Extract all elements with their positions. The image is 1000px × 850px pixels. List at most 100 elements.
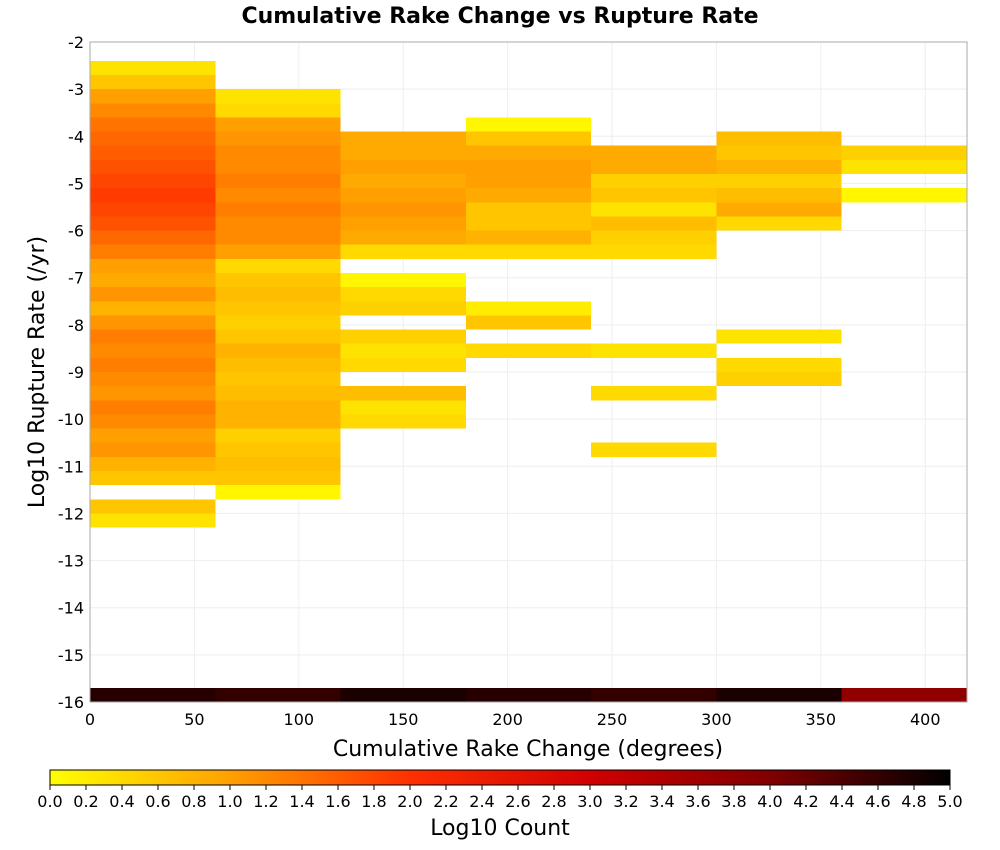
- colorbar-tick-label: 1.4: [289, 792, 314, 811]
- heatmap-cell: [215, 357, 341, 372]
- heatmap-cell: [215, 117, 341, 132]
- x-tick-label: 400: [910, 710, 941, 729]
- colorbar-tick-label: 3.6: [685, 792, 710, 811]
- heatmap-cell: [90, 513, 216, 528]
- colorbar-tick-label: 1.8: [361, 792, 386, 811]
- heatmap-cell: [215, 315, 341, 330]
- heatmap-cell: [215, 414, 341, 429]
- heatmap-cell: [90, 159, 216, 174]
- heatmap-cell: [465, 343, 592, 358]
- heatmap-cell: [465, 230, 592, 245]
- heatmap-cell: [90, 301, 216, 316]
- heatmap-cell: [465, 687, 592, 702]
- heatmap-cell: [841, 145, 967, 160]
- heatmap-cell: [90, 428, 216, 443]
- heatmap-cell: [215, 244, 341, 259]
- heatmap-cell: [340, 131, 466, 146]
- heatmap-cell: [215, 400, 341, 415]
- heatmap-cell: [90, 357, 216, 372]
- y-tick-label: -10: [58, 410, 84, 429]
- heatmap-cell: [215, 145, 341, 160]
- heatmap-cell: [90, 372, 216, 387]
- colorbar-tick-label: 0.8: [181, 792, 206, 811]
- heatmap-cell: [716, 159, 842, 174]
- heatmap-cell: [340, 357, 466, 372]
- x-tick-label: 200: [492, 710, 523, 729]
- heatmap-cell: [340, 386, 466, 401]
- heatmap-cell: [465, 117, 592, 132]
- heatmap-cell: [340, 159, 466, 174]
- colorbar-tick-label: 2.6: [505, 792, 530, 811]
- colorbar-tick-label: 4.4: [829, 792, 854, 811]
- heatmap-cell: [90, 343, 216, 358]
- heatmap-cell: [591, 216, 717, 231]
- y-tick-label: -11: [58, 457, 84, 476]
- y-axis-label: Log10 Rupture Rate (/yr): [25, 236, 50, 508]
- heatmap-cell: [591, 159, 717, 174]
- heatmap-cell: [90, 258, 216, 273]
- colorbar-tick-label: 2.8: [541, 792, 566, 811]
- y-tick-label: -9: [68, 363, 84, 382]
- heatmap-cell: [215, 89, 341, 104]
- heatmap-cell: [591, 202, 717, 217]
- heatmap-cell: [340, 202, 466, 217]
- heatmap-cell: [465, 315, 592, 330]
- heatmap-cell: [90, 216, 216, 231]
- heatmap-cell: [90, 400, 216, 415]
- heatmap-cell: [90, 174, 216, 189]
- heatmap-cell: [215, 273, 341, 288]
- heatmap-cell: [716, 372, 842, 387]
- x-tick-label: 100: [284, 710, 315, 729]
- heatmap-cell: [215, 428, 341, 443]
- heatmap-cells: [90, 60, 967, 702]
- y-tick-label: -14: [58, 599, 84, 618]
- heatmap-cell: [591, 230, 717, 245]
- y-axis-ticks: -2 -3 -4 -5 -6 -7 -8 -9 -10 -11 -12 -13 -14 -15 -16: [58, 33, 84, 712]
- y-tick-label: -13: [58, 552, 84, 571]
- heatmap-cell: [90, 287, 216, 302]
- heatmap-cell: [716, 145, 842, 160]
- heatmap-cell: [716, 174, 842, 189]
- heatmap-cell: [340, 287, 466, 302]
- heatmap-cell: [90, 315, 216, 330]
- x-tick-label: 350: [806, 710, 837, 729]
- heatmap-cell: [215, 687, 341, 702]
- heatmap-cell: [465, 174, 592, 189]
- heatmap-cell: [591, 343, 717, 358]
- colorbar-tick-label: 0.0: [37, 792, 62, 811]
- colorbar-tick-label: 5.0: [937, 792, 962, 811]
- heatmap-cell: [215, 159, 341, 174]
- heatmap-cell: [90, 145, 216, 160]
- heatmap-cell: [90, 414, 216, 429]
- heatmap-cell: [340, 301, 466, 316]
- heatmap-cell: [591, 386, 717, 401]
- heatmap-cell: [465, 301, 592, 316]
- heatmap-cell: [465, 145, 592, 160]
- heatmap-cell: [716, 357, 842, 372]
- heatmap-cell: [90, 131, 216, 146]
- heatmap-cell: [716, 329, 842, 344]
- heatmap-cell: [716, 188, 842, 203]
- colorbar: [49, 769, 951, 786]
- heatmap-cell: [215, 131, 341, 146]
- heatmap-cell: [215, 301, 341, 316]
- heatmap-cell: [215, 471, 341, 486]
- heatmap-cell: [841, 159, 967, 174]
- y-tick-label: -6: [68, 222, 84, 241]
- heatmap-cell: [340, 216, 466, 231]
- colorbar-ticks: 0.0 0.2 0.4 0.6 0.8 1.0 1.2 1.4 1.6 1.8 2.0 2.2 2.4 2…: [37, 785, 963, 811]
- heatmap-cell: [90, 386, 216, 401]
- heatmap-cell: [215, 287, 341, 302]
- colorbar-tick-label: 3.4: [649, 792, 674, 811]
- heatmap-cell: [215, 442, 341, 457]
- heatmap-cell: [90, 188, 216, 203]
- heatmap-cell: [90, 687, 216, 702]
- heatmap-cell: [215, 202, 341, 217]
- heatmap-cell: [215, 343, 341, 358]
- heatmap-cell: [215, 174, 341, 189]
- y-tick-label: -8: [68, 316, 84, 335]
- heatmap-cell: [90, 471, 216, 486]
- heatmap-cell: [215, 456, 341, 471]
- colorbar-tick-label: 4.6: [865, 792, 890, 811]
- heatmap-cell: [465, 244, 592, 259]
